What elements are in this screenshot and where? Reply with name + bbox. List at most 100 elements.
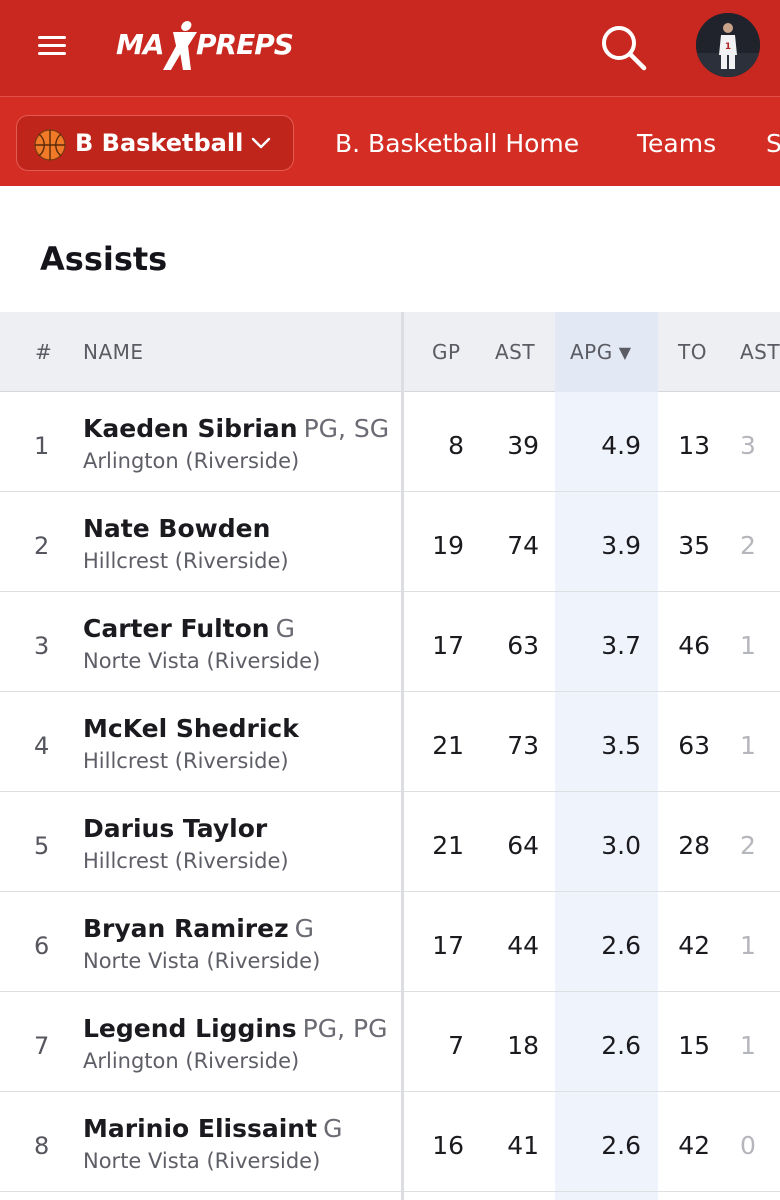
cell-to: 35: [678, 531, 710, 560]
cell-ast: 18: [507, 1031, 539, 1060]
header-apg-label: APG: [570, 340, 613, 364]
sort-descending-icon: ▼: [618, 343, 632, 362]
player-name-link[interactable]: Carter Fulton G: [83, 614, 295, 643]
row-rank: 1: [34, 432, 50, 460]
nav-link-truncated[interactable]: S: [766, 129, 780, 158]
row-rank: 5: [34, 832, 50, 860]
table-row[interactable]: 3 Carter Fulton G Norte Vista (Riverside) 17…: [0, 592, 780, 692]
cell-apg: 3.9: [601, 531, 641, 560]
cell-apg: 2.6: [601, 931, 641, 960]
cell-apg: 3.0: [601, 831, 641, 860]
page-title: Assists: [40, 240, 168, 278]
stats-table: # NAME GP AST APG ▼ TO AST 1 Kaeden Sibria…: [0, 312, 780, 1200]
top-header: MA PREPS 1: [0, 0, 780, 96]
cell-ast-to: 1: [740, 731, 756, 760]
table-row[interactable]: 1 Kaeden Sibrian PG, SG Arlington (Riversid…: [0, 392, 780, 492]
avatar[interactable]: 1: [696, 13, 760, 77]
player-school: Norte Vista (Riverside): [83, 1149, 321, 1173]
player-position: G: [294, 914, 315, 943]
cell-ast: 64: [507, 831, 539, 860]
sorted-column-highlight: [555, 312, 658, 1200]
player-name: Darius Taylor: [83, 814, 268, 843]
player-name-link[interactable]: Kaeden Sibrian PG, SG: [83, 414, 389, 443]
chevron-down-icon: [251, 137, 271, 149]
cell-apg: 3.5: [601, 731, 641, 760]
search-icon[interactable]: [598, 22, 648, 72]
table-row[interactable]: 4 McKel Shedrick Hillcrest (Riverside) 21 73…: [0, 692, 780, 792]
player-name-link[interactable]: Marinio Elissaint G: [83, 1114, 342, 1143]
player-school: Norte Vista (Riverside): [83, 649, 321, 673]
cell-ast: 44: [507, 931, 539, 960]
avatar-photo: 1: [696, 13, 760, 77]
cell-gp: 19: [432, 531, 464, 560]
cell-ast: 74: [507, 531, 539, 560]
cell-gp: 8: [448, 431, 464, 460]
table-row[interactable]: 5 Darius Taylor Hillcrest (Riverside) 21 64 3…: [0, 792, 780, 892]
row-rank: 6: [34, 932, 50, 960]
player-name-link[interactable]: McKel Shedrick: [83, 714, 299, 743]
cell-apg: 2.6: [601, 1131, 641, 1160]
player-school: Hillcrest (Riverside): [83, 849, 289, 873]
nav-link-teams[interactable]: Teams: [637, 129, 717, 158]
sport-selector[interactable]: B Basketball: [16, 115, 294, 171]
cell-to: 13: [678, 431, 710, 460]
player-position: G: [275, 614, 295, 643]
player-name: Kaeden Sibrian: [83, 414, 298, 443]
player-name-link[interactable]: Darius Taylor: [83, 814, 267, 843]
logo-text-left: MA: [116, 28, 164, 61]
row-rank: 3: [34, 632, 50, 660]
cell-apg: 4.9: [601, 431, 641, 460]
table-row[interactable]: 6 Bryan Ramirez G Norte Vista (Riverside) 17…: [0, 892, 780, 992]
row-rank: 2: [34, 532, 50, 560]
cell-ast: 41: [507, 1131, 539, 1160]
player-name-link[interactable]: Bryan Ramirez G: [83, 914, 314, 943]
table-row[interactable]: 7 Legend Liggins PG, PG Arlington (Riversid…: [0, 992, 780, 1092]
cell-ast-to: 1: [740, 931, 756, 960]
frozen-column-divider: [401, 312, 404, 1200]
cell-gp: 21: [432, 731, 464, 760]
cell-gp: 17: [432, 631, 464, 660]
hamburger-menu-icon[interactable]: [36, 33, 68, 59]
player-school: Norte Vista (Riverside): [83, 949, 321, 973]
header-apg[interactable]: APG ▼: [570, 340, 632, 364]
player-name-link[interactable]: Nate Bowden: [83, 514, 270, 543]
svg-text:1: 1: [725, 42, 731, 52]
header-rank: #: [35, 340, 53, 364]
header-ast-to[interactable]: AST: [740, 340, 780, 364]
row-rank: 8: [34, 1132, 50, 1160]
player-school: Hillcrest (Riverside): [83, 749, 289, 773]
sport-selector-label: B Basketball: [75, 129, 244, 157]
header-ast[interactable]: AST: [495, 340, 536, 364]
header-name[interactable]: NAME: [83, 340, 144, 364]
table-header: # NAME GP AST APG ▼ TO AST: [0, 312, 780, 392]
row-rank: 7: [34, 1032, 50, 1060]
table-row[interactable]: 2 Nate Bowden Hillcrest (Riverside) 19 74 3.9…: [0, 492, 780, 592]
cell-apg: 2.6: [601, 1031, 641, 1060]
player-name: Legend Liggins: [83, 1014, 297, 1043]
cell-apg: 3.7: [601, 631, 641, 660]
player-name: Nate Bowden: [83, 514, 271, 543]
cell-gp: 21: [432, 831, 464, 860]
cell-to: 28: [678, 831, 710, 860]
player-position: G: [323, 1114, 343, 1143]
player-position: PG, PG: [302, 1014, 388, 1043]
cell-gp: 16: [432, 1131, 464, 1160]
cell-to: 63: [678, 731, 710, 760]
player-name: Marinio Elissaint: [83, 1114, 318, 1143]
player-name-link[interactable]: Legend Liggins PG, PG: [83, 1014, 387, 1043]
player-position: PG, SG: [303, 414, 390, 443]
cell-ast-to: 2: [740, 531, 756, 560]
table-row[interactable]: 8 Marinio Elissaint G Norte Vista (Riversid…: [0, 1092, 780, 1192]
maxpreps-logo[interactable]: MA PREPS: [112, 18, 308, 74]
header-gp[interactable]: GP: [432, 340, 461, 364]
player-school: Arlington (Riverside): [83, 449, 300, 473]
row-rank: 4: [34, 732, 50, 760]
cell-ast-to: 3: [740, 431, 756, 460]
cell-to: 15: [678, 1031, 710, 1060]
header-to[interactable]: TO: [678, 340, 707, 364]
player-name: Bryan Ramirez: [83, 914, 289, 943]
cell-ast-to: 1: [740, 1031, 756, 1060]
cell-ast-to: 2: [740, 831, 756, 860]
cell-to: 46: [678, 631, 710, 660]
nav-link-basketball-home[interactable]: B. Basketball Home: [335, 129, 580, 158]
